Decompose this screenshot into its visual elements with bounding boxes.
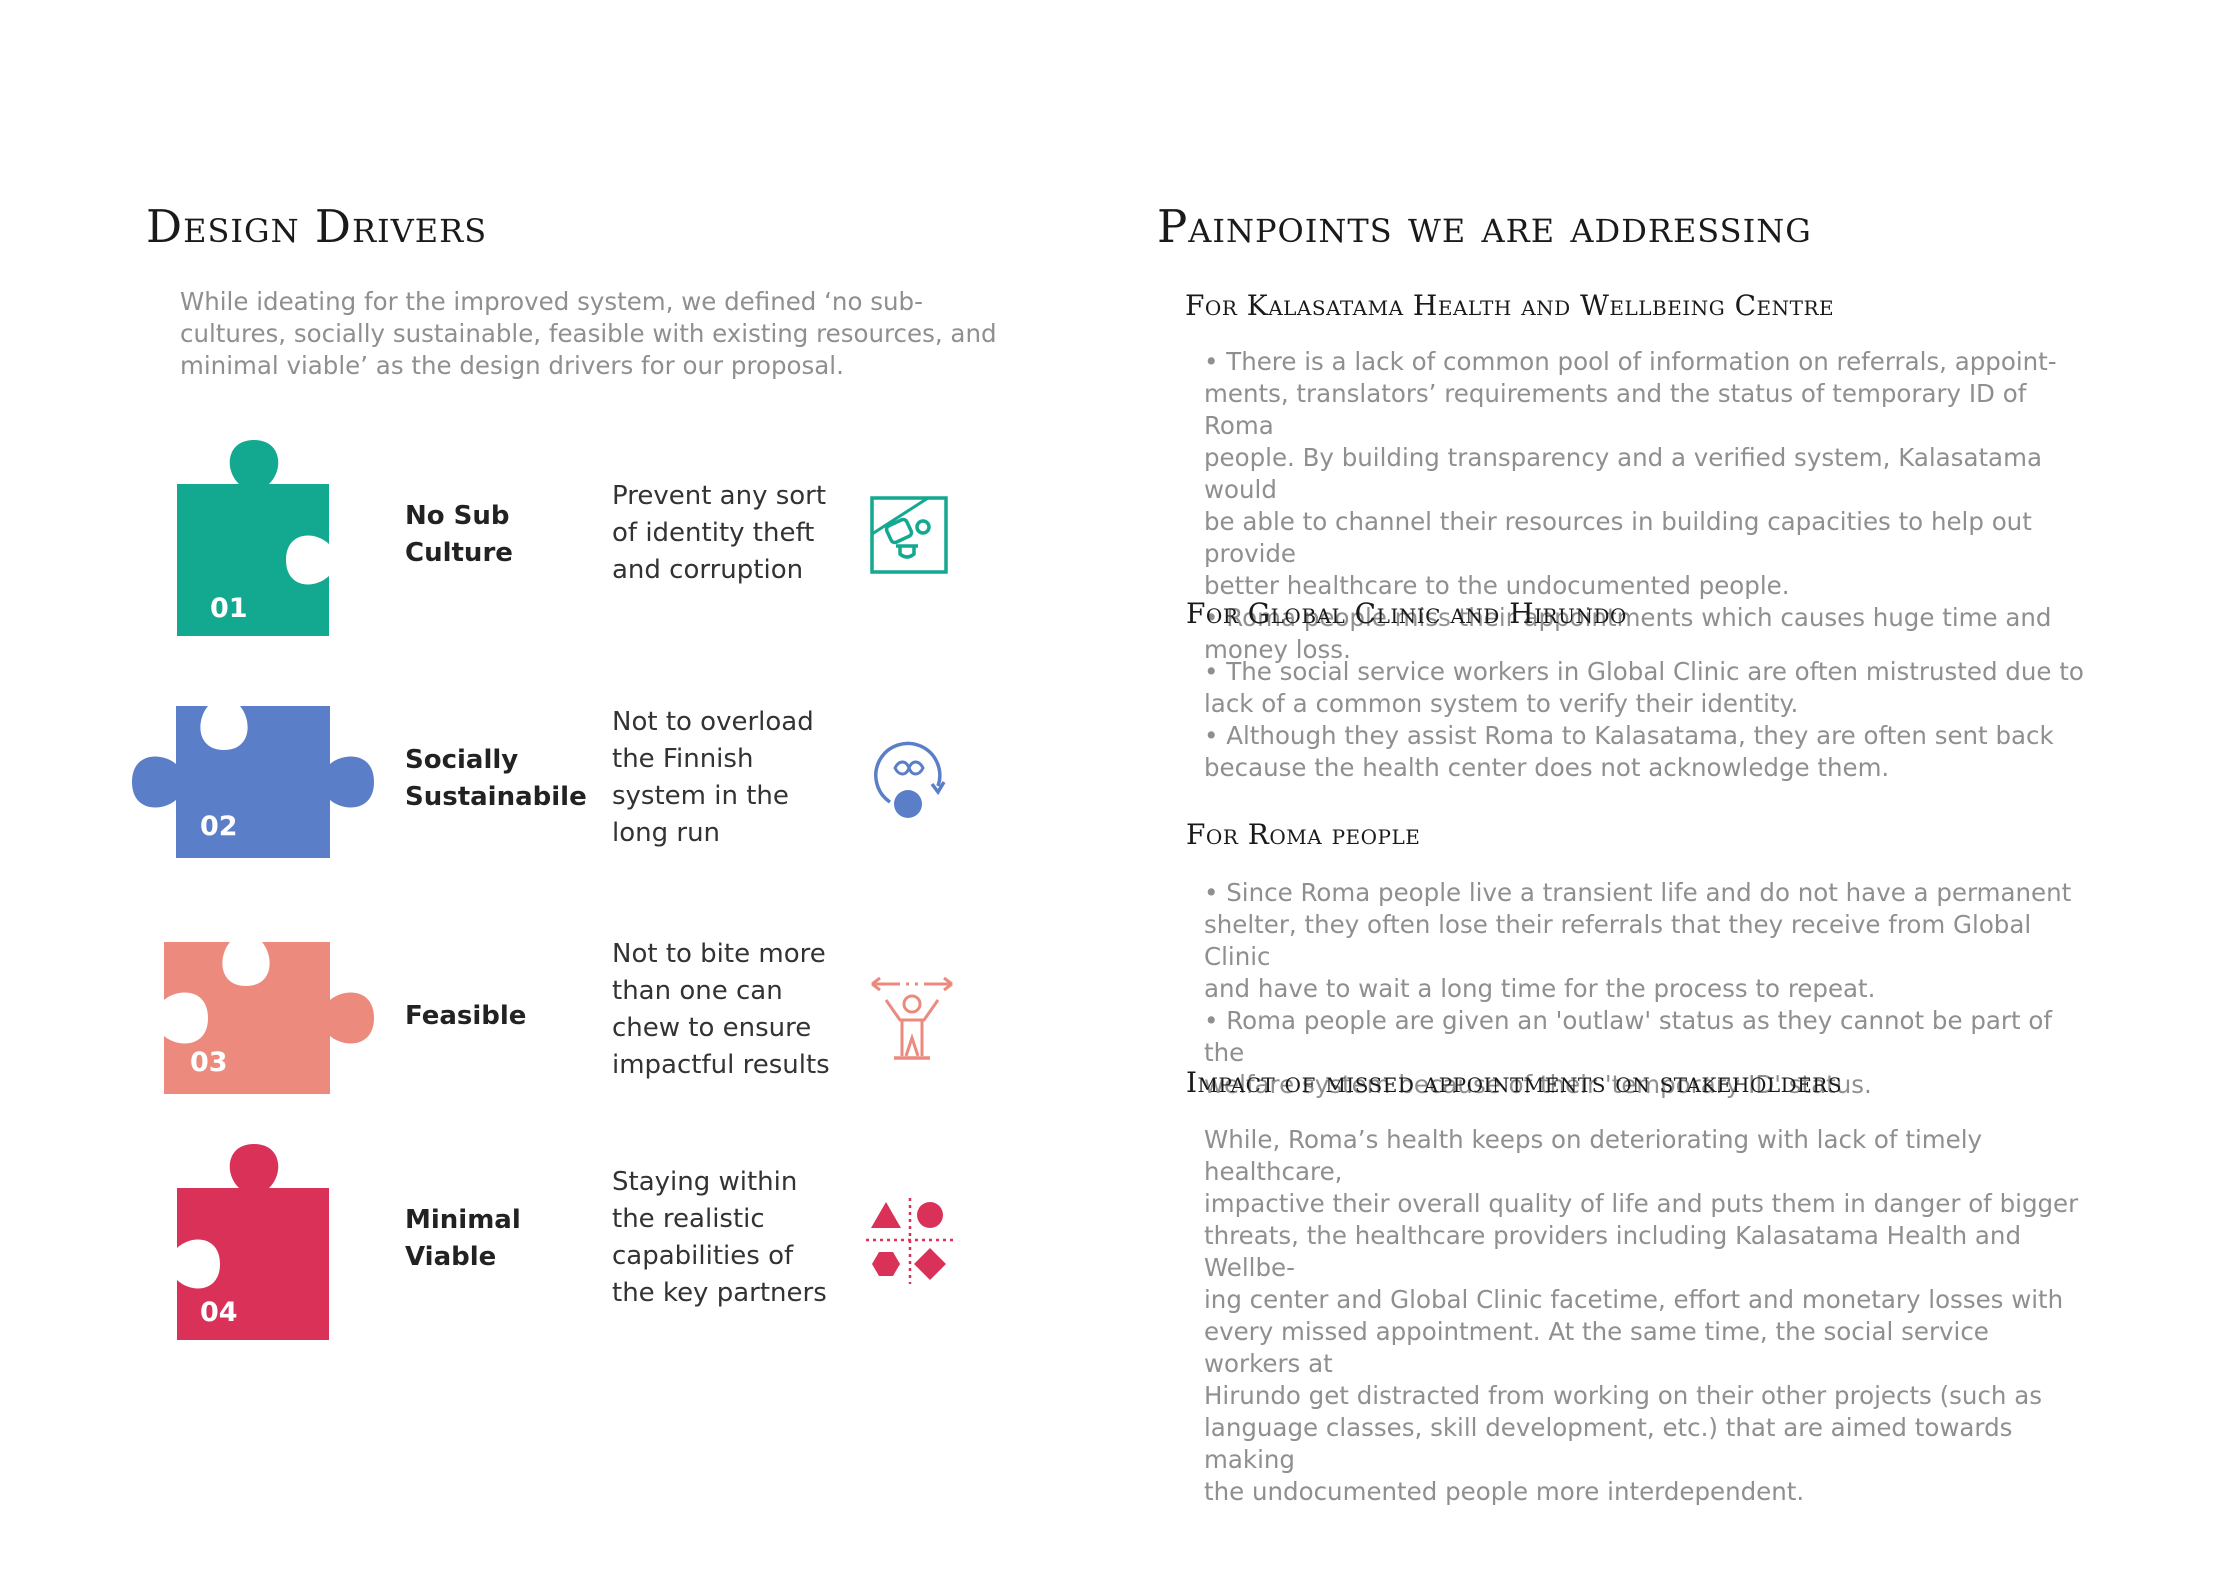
painpoints-title: Painpoints we are addressing — [1157, 200, 1812, 253]
design-drivers-title: Design Drivers — [146, 200, 488, 253]
section-heading-global-clinic: For Global Clinic and Hirundo — [1186, 597, 1627, 630]
section-text-impact: While, Roma’s health keeps on deteriorat… — [1204, 1125, 2079, 1506]
puzzle-piece-02: 02 — [132, 706, 374, 858]
identity-card-icon — [870, 496, 948, 574]
puzzle-number-03: 03 — [190, 1047, 228, 1078]
section-text-kalasatama: • There is a lack of common pool of info… — [1204, 347, 2057, 664]
driver-desc-02: Not to overload the Finnish system in th… — [612, 707, 814, 848]
shapes-icon — [866, 1198, 954, 1284]
driver-name-03: Feasible — [405, 1001, 527, 1031]
person-arrows-icon — [871, 976, 953, 1060]
section-heading-impact: Impact of missed appointments on stakeho… — [1186, 1066, 1843, 1099]
section-heading-roma-people: For Roma people — [1186, 818, 1421, 851]
puzzle-piece-03: 03 — [164, 942, 374, 1094]
driver-desc-01: Prevent any sort of identity theft and c… — [612, 481, 827, 585]
section-text-roma-people: • Since Roma people live a transient lif… — [1204, 878, 2072, 1099]
puzzle-piece-01: 01 — [177, 440, 329, 636]
driver-name-02: Socially Sustainabile — [405, 745, 587, 812]
infinity-cycle-icon — [874, 741, 946, 818]
section-text-global-clinic: • The social service workers in Global C… — [1204, 657, 2084, 782]
puzzle-piece-04: 04 — [177, 1144, 329, 1340]
puzzle-number-04: 04 — [200, 1297, 238, 1328]
design-drivers-intro: While ideating for the improved system, … — [180, 287, 997, 380]
driver-name-04: Minimal Viable — [405, 1205, 521, 1272]
driver-desc-04: Staying within the realistic capabilitie… — [612, 1167, 827, 1308]
puzzle-number-02: 02 — [200, 811, 238, 842]
driver-desc-03: Not to bite more than one can chew to en… — [612, 939, 830, 1080]
driver-name-01: No Sub Culture — [405, 501, 513, 568]
puzzle-number-01: 01 — [210, 593, 248, 624]
section-heading-kalasatama: For Kalasatama Health and Wellbeing Cent… — [1185, 289, 1835, 322]
